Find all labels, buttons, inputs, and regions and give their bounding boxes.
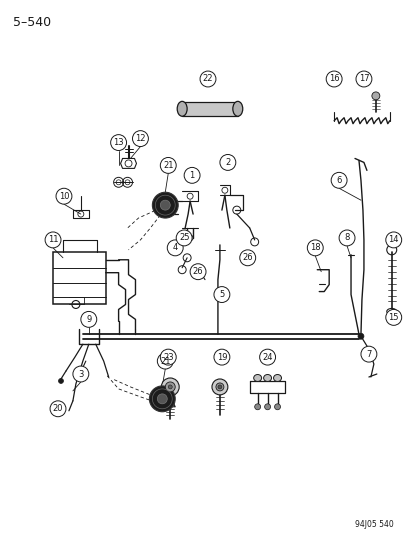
Polygon shape	[182, 102, 237, 116]
Circle shape	[274, 404, 280, 410]
Circle shape	[385, 232, 401, 248]
Ellipse shape	[263, 375, 271, 382]
Text: 1: 1	[189, 171, 194, 180]
Circle shape	[81, 311, 97, 327]
Circle shape	[199, 71, 216, 87]
Text: 9: 9	[86, 315, 91, 324]
Circle shape	[264, 404, 270, 410]
Circle shape	[167, 240, 183, 256]
Ellipse shape	[177, 101, 187, 116]
Text: 26: 26	[242, 253, 252, 262]
Text: 12: 12	[135, 134, 145, 143]
Circle shape	[161, 378, 179, 396]
Circle shape	[149, 386, 175, 412]
Text: 8: 8	[344, 233, 349, 243]
Circle shape	[214, 349, 229, 365]
Text: 14: 14	[387, 236, 398, 245]
Circle shape	[254, 404, 260, 410]
Text: 4: 4	[172, 244, 178, 252]
Ellipse shape	[253, 375, 261, 382]
Circle shape	[385, 310, 401, 325]
Circle shape	[110, 135, 126, 150]
Circle shape	[239, 250, 255, 266]
Circle shape	[184, 167, 199, 183]
Circle shape	[330, 172, 346, 188]
Circle shape	[168, 385, 172, 389]
Text: 24: 24	[262, 353, 272, 361]
Text: 5–540: 5–540	[13, 17, 51, 29]
Text: 16: 16	[328, 75, 339, 84]
Circle shape	[259, 349, 275, 365]
Circle shape	[165, 382, 175, 392]
Text: 25: 25	[178, 233, 189, 243]
Text: 19: 19	[216, 353, 227, 361]
Text: 7: 7	[366, 350, 371, 359]
Circle shape	[160, 200, 170, 210]
Text: 6: 6	[336, 176, 341, 185]
Text: 15: 15	[387, 313, 398, 322]
Circle shape	[132, 131, 148, 147]
Circle shape	[338, 230, 354, 246]
Circle shape	[157, 353, 173, 369]
Circle shape	[325, 71, 341, 87]
Circle shape	[45, 232, 61, 248]
Circle shape	[214, 287, 229, 303]
Circle shape	[157, 394, 167, 404]
Text: 21: 21	[160, 357, 170, 366]
Circle shape	[306, 240, 323, 256]
Circle shape	[176, 230, 192, 246]
Circle shape	[360, 346, 376, 362]
Text: 13: 13	[113, 138, 123, 147]
Text: 23: 23	[163, 353, 173, 361]
Circle shape	[152, 192, 178, 218]
Text: 26: 26	[192, 267, 203, 276]
Ellipse shape	[273, 375, 281, 382]
Text: 3: 3	[78, 369, 83, 378]
Circle shape	[160, 349, 176, 365]
Ellipse shape	[232, 101, 242, 116]
Text: 5: 5	[219, 290, 224, 299]
Circle shape	[217, 385, 221, 389]
Text: 94J05 540: 94J05 540	[354, 520, 393, 529]
Circle shape	[73, 366, 88, 382]
Text: 21: 21	[163, 161, 173, 170]
Circle shape	[56, 188, 72, 204]
Circle shape	[58, 378, 63, 383]
Circle shape	[216, 383, 223, 391]
Text: 20: 20	[52, 404, 63, 413]
Text: 18: 18	[309, 244, 320, 252]
Circle shape	[355, 71, 371, 87]
Circle shape	[357, 333, 363, 339]
Circle shape	[190, 264, 206, 280]
Circle shape	[219, 155, 235, 171]
Text: 2: 2	[225, 158, 230, 167]
Text: 11: 11	[47, 236, 58, 245]
Circle shape	[371, 92, 379, 100]
Circle shape	[160, 157, 176, 173]
Circle shape	[211, 379, 227, 395]
Text: 17: 17	[358, 75, 368, 84]
Text: 22: 22	[202, 75, 213, 84]
Circle shape	[50, 401, 66, 417]
Text: 10: 10	[59, 192, 69, 201]
